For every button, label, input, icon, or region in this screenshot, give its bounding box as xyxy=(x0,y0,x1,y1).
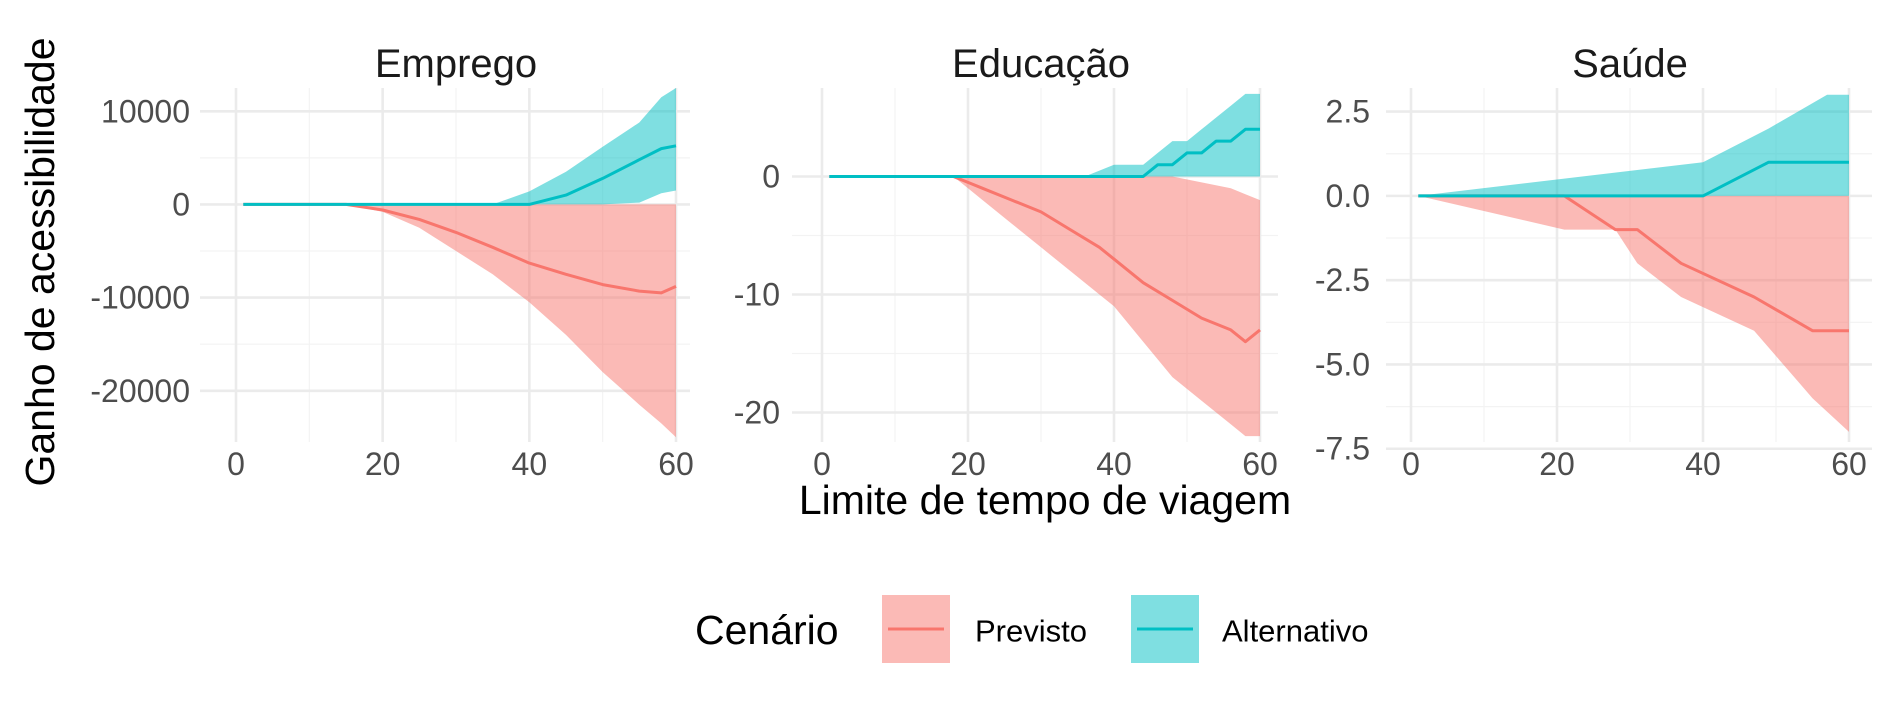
x-tick-label: 60 xyxy=(1831,446,1867,482)
ribbon-previsto xyxy=(1418,195,1849,432)
ribbon-alternativo xyxy=(1418,94,1849,196)
y-tick-label: -2.5 xyxy=(1315,262,1370,298)
legend-entry-alternativo: Alternativo xyxy=(1131,595,1368,663)
median-lines xyxy=(1418,160,1849,333)
y-tick-label: -20000 xyxy=(90,373,190,409)
y-tick-label: -10000 xyxy=(90,280,190,316)
panel-title-educacao: Educação xyxy=(952,42,1130,86)
x-tick-label: 0 xyxy=(813,446,831,482)
x-tick-label: 0 xyxy=(227,446,245,482)
legend-title: Cenário xyxy=(695,607,839,653)
median-lines xyxy=(829,127,1261,344)
ribbons xyxy=(243,88,677,438)
x-tick-label: 20 xyxy=(950,446,986,482)
y-tick-label: 0 xyxy=(172,186,190,222)
line-previsto xyxy=(1418,194,1849,333)
y-tick-label: -20 xyxy=(734,395,780,431)
x-tick-label: 40 xyxy=(512,446,548,482)
ribbons xyxy=(829,93,1260,437)
x-tick-label: 20 xyxy=(1539,446,1575,482)
x-tick-label: 60 xyxy=(1242,446,1278,482)
y-tick-label: 2.5 xyxy=(1326,94,1370,130)
legend-label-previsto: Previsto xyxy=(975,614,1087,649)
legend-entry-previsto: Previsto xyxy=(882,595,1087,663)
line-alternativo xyxy=(829,127,1260,178)
line-previsto xyxy=(829,175,1261,344)
y-tick-label: -7.5 xyxy=(1315,431,1370,467)
legend-entries: Previsto Alternativo xyxy=(882,595,1368,663)
x-tick-label: 0 xyxy=(1402,446,1420,482)
median-lines xyxy=(243,144,677,295)
y-tick-label: -5.0 xyxy=(1315,346,1370,382)
ribbons xyxy=(1418,94,1849,432)
y-tick-label: -10 xyxy=(734,277,780,313)
line-alternativo xyxy=(1418,160,1849,198)
ribbon-alternativo xyxy=(243,88,677,205)
panel-emprego: 0 20 40 60 10000 0 -10000 -20000 Emprego xyxy=(90,42,693,482)
panel-saude: 0 20 40 60 2.5 0.0 -2.5 -5.0 -7.5 Saúde xyxy=(1315,42,1872,482)
y-tick-label: 10000 xyxy=(101,93,190,129)
panel-title-saude: Saúde xyxy=(1572,42,1688,86)
panel-educacao: 0 20 40 60 0 -10 -20 Educação xyxy=(734,42,1278,482)
y-axis-title: Ganho de acessibilidade xyxy=(17,37,63,486)
ribbon-alternativo xyxy=(829,93,1260,177)
ribbon-previsto xyxy=(829,176,1260,437)
x-tick-label: 40 xyxy=(1685,446,1721,482)
legend: Cenário Previsto Alternativo xyxy=(695,595,1368,663)
y-tick-label: 0 xyxy=(762,159,780,195)
line-previsto xyxy=(243,202,677,295)
line-alternativo xyxy=(243,144,677,206)
panel-title-emprego: Emprego xyxy=(375,42,537,86)
x-tick-label: 20 xyxy=(365,446,401,482)
legend-label-alternativo: Alternativo xyxy=(1222,614,1368,649)
ribbon-previsto xyxy=(243,204,677,438)
x-tick-label: 40 xyxy=(1096,446,1132,482)
x-tick-label: 60 xyxy=(658,446,694,482)
x-axis-title: Limite de tempo de viagem xyxy=(799,477,1291,523)
y-tick-label: 0.0 xyxy=(1326,178,1370,214)
